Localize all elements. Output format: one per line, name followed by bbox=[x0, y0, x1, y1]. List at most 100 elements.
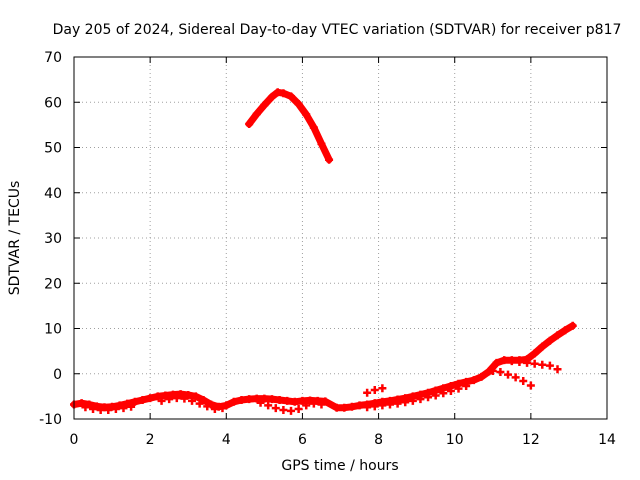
y-axis-title: SDTVAR / TECUs bbox=[7, 181, 23, 296]
data-point bbox=[252, 110, 261, 119]
data-point bbox=[302, 401, 311, 410]
data-point bbox=[287, 406, 296, 415]
data-point bbox=[393, 399, 402, 408]
data-point bbox=[511, 373, 520, 382]
x-tick-label: 2 bbox=[146, 432, 155, 448]
series-2 bbox=[81, 357, 562, 415]
data-point bbox=[500, 356, 509, 365]
y-tick-label: 20 bbox=[44, 276, 62, 292]
y-tick-label: -10 bbox=[39, 412, 62, 428]
data-point bbox=[355, 401, 364, 410]
data-point bbox=[260, 394, 269, 403]
data-point bbox=[172, 394, 181, 403]
data-point bbox=[325, 155, 334, 164]
data-point bbox=[264, 401, 273, 410]
data-point bbox=[256, 398, 265, 407]
data-point bbox=[561, 326, 570, 335]
data-point bbox=[370, 402, 379, 411]
data-point bbox=[545, 336, 554, 345]
data-point bbox=[515, 357, 524, 366]
x-tick-label: 12 bbox=[522, 432, 540, 448]
data-point bbox=[275, 395, 284, 404]
data-point bbox=[385, 400, 394, 409]
data-point bbox=[523, 358, 532, 367]
data-point bbox=[530, 359, 539, 368]
data-point bbox=[309, 123, 318, 132]
data-point bbox=[446, 386, 455, 395]
data-point bbox=[545, 361, 554, 370]
series-trace bbox=[245, 88, 333, 164]
data-point bbox=[302, 110, 311, 119]
x-tick-label: 0 bbox=[70, 432, 79, 448]
y-tick-label: 60 bbox=[44, 95, 62, 111]
data-point bbox=[279, 89, 288, 98]
data-point bbox=[504, 370, 513, 379]
data-point bbox=[245, 119, 254, 128]
x-tick-label: 8 bbox=[374, 432, 383, 448]
data-point bbox=[309, 399, 318, 408]
data-point bbox=[477, 372, 486, 381]
y-tick-label: 10 bbox=[44, 322, 62, 338]
data-point bbox=[401, 398, 410, 407]
data-point bbox=[416, 395, 425, 404]
y-tick-label: 70 bbox=[44, 50, 62, 66]
y-tick-label: 30 bbox=[44, 231, 62, 247]
data-point bbox=[519, 376, 528, 385]
x-tick-label: 10 bbox=[446, 432, 464, 448]
data-point bbox=[530, 349, 539, 358]
data-point bbox=[180, 394, 189, 403]
data-point bbox=[119, 404, 128, 413]
data-point bbox=[203, 402, 212, 411]
data-point bbox=[492, 358, 501, 367]
data-point bbox=[408, 396, 417, 405]
data-point bbox=[526, 381, 535, 390]
data-point bbox=[317, 139, 326, 148]
data-point bbox=[553, 365, 562, 374]
data-point bbox=[340, 403, 349, 412]
data-point bbox=[89, 405, 98, 414]
y-tick-label: 0 bbox=[53, 367, 62, 383]
data-point bbox=[538, 360, 547, 369]
data-point bbox=[138, 395, 147, 404]
data-point bbox=[538, 342, 547, 351]
data-point bbox=[469, 376, 478, 385]
x-axis-title: GPS time / hours bbox=[281, 458, 398, 474]
data-point bbox=[568, 321, 577, 330]
data-point bbox=[283, 396, 292, 405]
data-point bbox=[210, 405, 219, 414]
data-point bbox=[96, 405, 105, 414]
data-point bbox=[188, 396, 197, 405]
data-point bbox=[195, 399, 204, 408]
axis-ticks: 0 2 4 6 8 10 12 14 -10 0 10 20 30 40 50 60 70 bbox=[39, 50, 616, 448]
data-point bbox=[317, 400, 326, 409]
data-point bbox=[363, 403, 372, 412]
data-point bbox=[127, 402, 136, 411]
data-point bbox=[153, 392, 162, 401]
data-point bbox=[424, 393, 433, 402]
data-point bbox=[290, 397, 299, 406]
data-series bbox=[70, 88, 577, 415]
data-point bbox=[439, 389, 448, 398]
data-point bbox=[279, 405, 288, 414]
data-point bbox=[229, 397, 238, 406]
data-point bbox=[104, 405, 113, 414]
data-point bbox=[298, 396, 307, 405]
chart-title: Day 205 of 2024, Sidereal Day-to-day VTE… bbox=[53, 22, 622, 38]
x-tick-label: 6 bbox=[298, 432, 307, 448]
data-point bbox=[165, 395, 174, 404]
data-point bbox=[294, 100, 303, 109]
data-point bbox=[237, 395, 246, 404]
y-tick-label: 40 bbox=[44, 186, 62, 202]
data-point bbox=[81, 403, 90, 412]
data-point bbox=[454, 384, 463, 393]
data-point bbox=[496, 367, 505, 376]
data-point bbox=[267, 92, 276, 101]
data-point bbox=[378, 384, 387, 393]
data-point bbox=[176, 390, 185, 399]
data-point bbox=[287, 92, 296, 101]
data-point bbox=[507, 357, 516, 366]
series-trace bbox=[70, 322, 577, 412]
data-point bbox=[553, 331, 562, 340]
data-point bbox=[146, 394, 155, 403]
